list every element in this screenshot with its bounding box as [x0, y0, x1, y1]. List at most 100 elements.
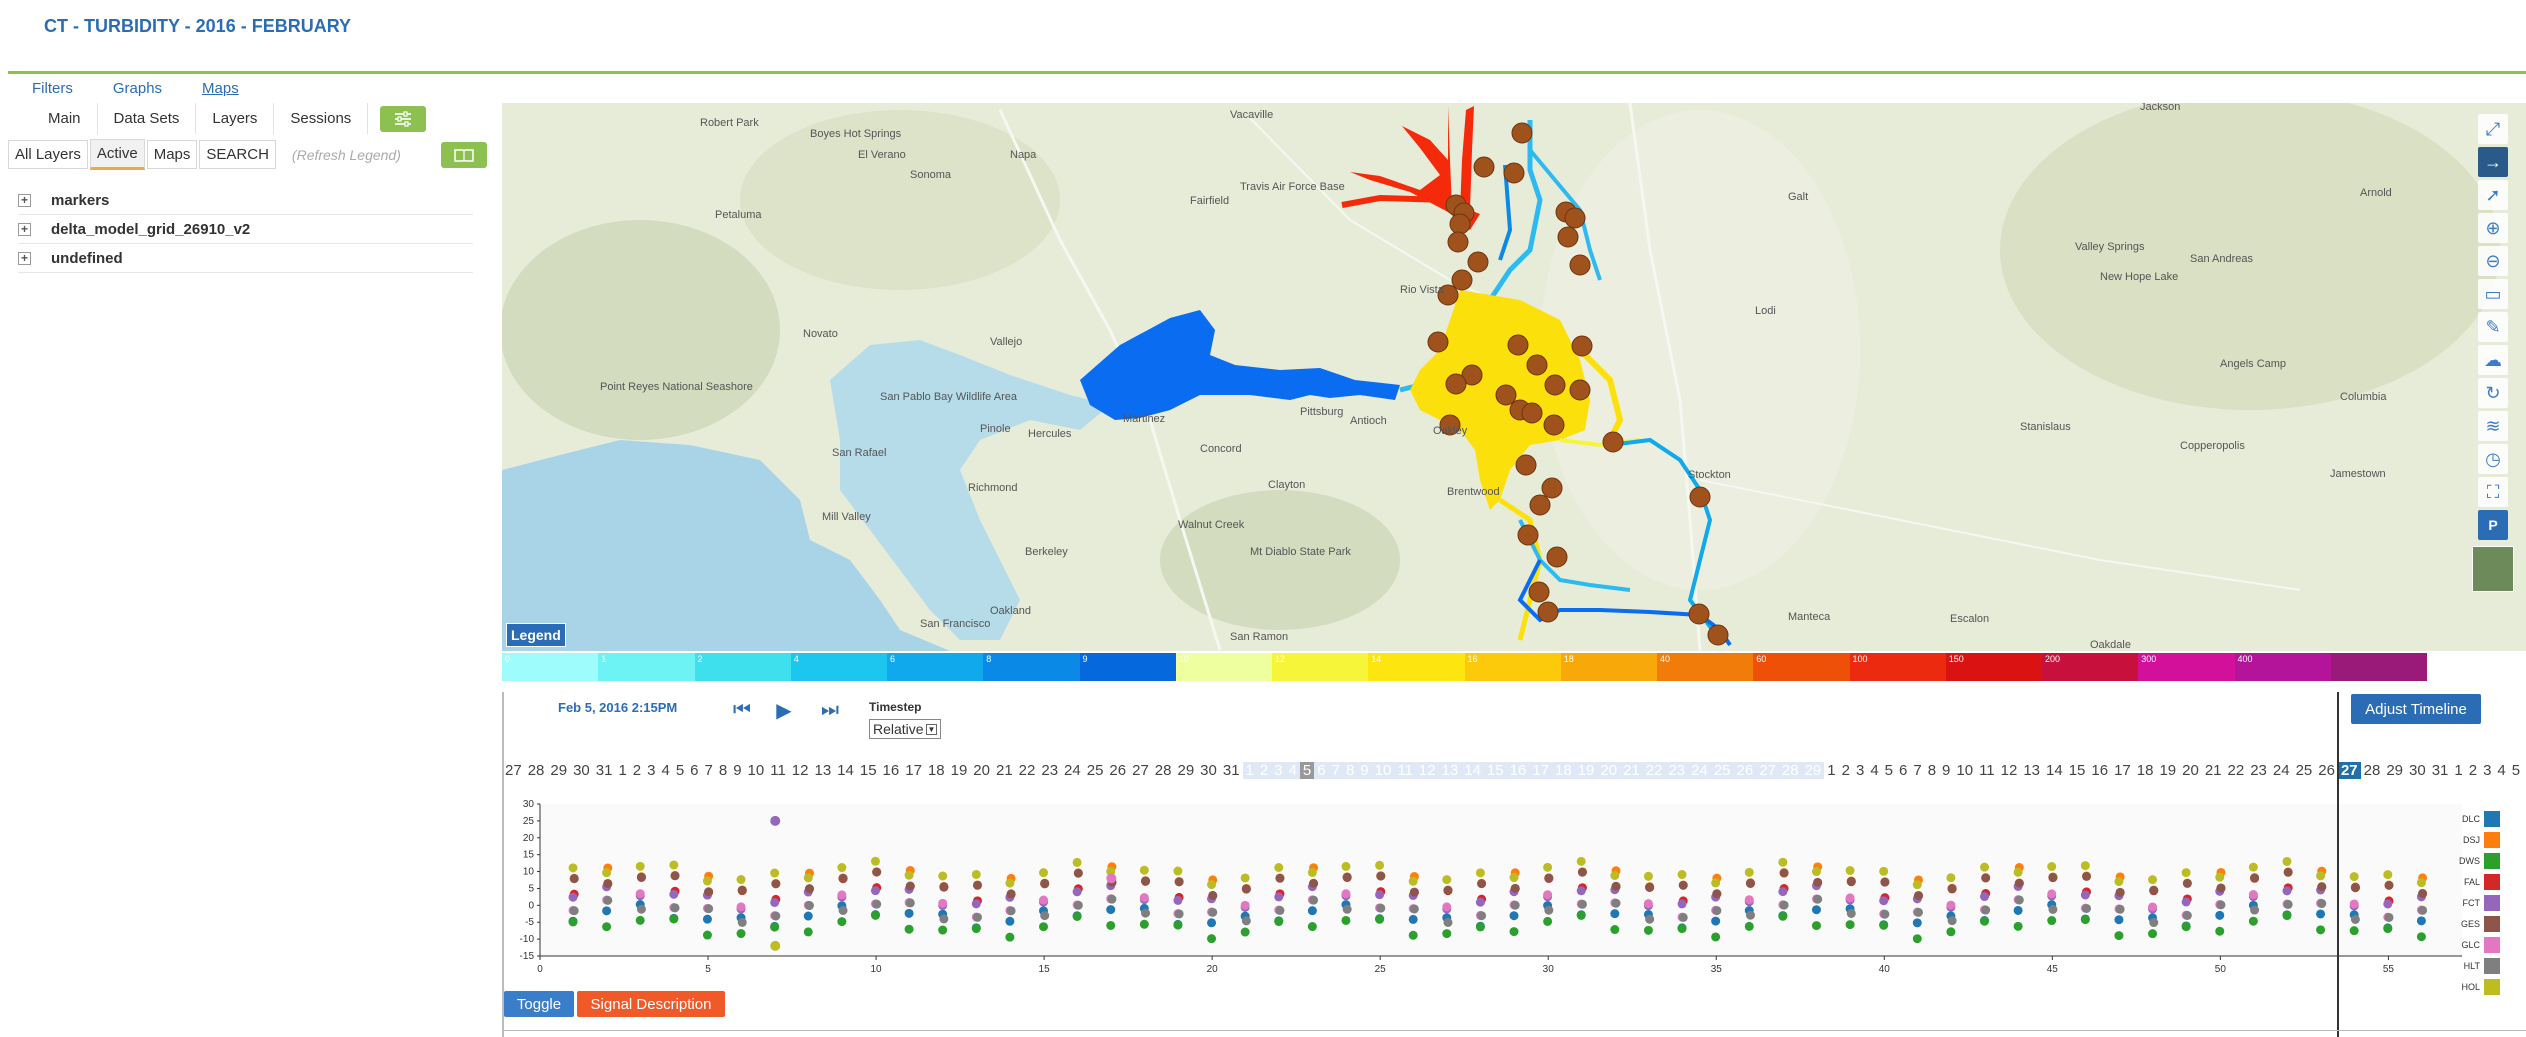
day-cell[interactable]: 29 [2386, 761, 2404, 779]
day-cell[interactable]: 28 [527, 761, 545, 779]
day-cell[interactable]: 21 [2204, 761, 2222, 779]
day-cell[interactable]: 12 [2000, 761, 2018, 779]
station-marker[interactable] [1467, 251, 1489, 273]
day-cell[interactable]: 22 [1642, 761, 1666, 779]
day-cell[interactable]: 19 [1574, 761, 1598, 779]
day-cell[interactable]: 26 [1109, 761, 1127, 779]
day-cell[interactable]: 21 [995, 761, 1013, 779]
day-cell[interactable]: 28 [1154, 761, 1172, 779]
station-marker[interactable] [1543, 414, 1565, 436]
station-marker[interactable] [1437, 284, 1459, 306]
tab-search[interactable]: SEARCH [199, 140, 276, 169]
station-marker[interactable] [1569, 254, 1591, 276]
day-cell[interactable]: 6 [1314, 761, 1329, 779]
day-cell[interactable]: 13 [1438, 761, 1462, 779]
day-cell[interactable]: 24 [1688, 761, 1711, 779]
nav-graphs[interactable]: Graphs [112, 80, 163, 97]
tab-maps[interactable]: Maps [146, 140, 198, 169]
day-cell[interactable]: 28 [2363, 761, 2381, 779]
day-cell[interactable]: 11 [1979, 761, 1995, 779]
day-cell[interactable]: 1 [618, 761, 627, 779]
tab-layers[interactable]: Layers [196, 103, 275, 134]
day-cell[interactable]: 10 [1371, 761, 1395, 779]
legend-item[interactable]: GLC [2440, 934, 2500, 955]
map-canvas[interactable]: Vacaville Robert Park Boyes Hot Springs El … [502, 103, 2526, 651]
day-cell[interactable]: 27 [1132, 761, 1149, 779]
station-marker[interactable] [1537, 601, 1559, 623]
adjust-timeline-button[interactable]: Adjust Timeline [2351, 694, 2481, 724]
basemap-thumbnail[interactable] [2472, 546, 2514, 592]
layers-icon[interactable]: ≋ [2478, 411, 2508, 441]
station-marker[interactable] [1571, 335, 1593, 357]
legend-item[interactable]: HLT [2440, 955, 2500, 976]
day-cell[interactable]: 15 [859, 761, 877, 779]
day-cell[interactable]: 4 [661, 761, 670, 779]
station-marker[interactable] [1569, 379, 1591, 401]
legend-item[interactable]: DWS [2440, 850, 2500, 871]
station-marker[interactable] [1541, 477, 1563, 499]
day-cell[interactable]: 6 [1899, 761, 1908, 779]
day-cell[interactable]: 14 [2046, 761, 2063, 779]
day-cell[interactable]: 7 [704, 761, 713, 779]
day-cell[interactable]: 31 [595, 761, 613, 779]
day-cell[interactable]: 7 [1913, 761, 1922, 779]
station-marker[interactable] [1447, 231, 1469, 253]
station-marker[interactable] [1507, 334, 1529, 356]
day-cell[interactable]: 12 [791, 761, 809, 779]
expand-icon[interactable]: ⤢ [2478, 114, 2508, 144]
day-cell[interactable]: 3 [1271, 761, 1286, 779]
legend-item[interactable]: FCT [2440, 892, 2500, 913]
day-cell[interactable]: 24 [2272, 761, 2290, 779]
day-cell[interactable]: 4 [1870, 761, 1879, 779]
day-cell[interactable]: 23 [2250, 761, 2267, 779]
tab-active[interactable]: Active [89, 139, 145, 170]
station-marker[interactable] [1427, 331, 1449, 353]
day-cell[interactable]: 22 [2227, 761, 2245, 779]
play-icon[interactable]: ▶ [776, 699, 792, 722]
day-cell[interactable]: 19 [2159, 761, 2177, 779]
legend-item[interactable]: GES [2440, 913, 2500, 934]
tab-data-sets[interactable]: Data Sets [97, 103, 197, 134]
day-cell[interactable]: 19 [950, 761, 968, 779]
station-marker[interactable] [1544, 374, 1566, 396]
day-cell[interactable]: 9 [1357, 761, 1372, 779]
day-cell[interactable]: 16 [2091, 761, 2109, 779]
signal-description-button[interactable]: Signal Description [577, 991, 725, 1017]
toggle-button[interactable]: Toggle [504, 991, 574, 1017]
day-cell[interactable]: 3 [1855, 761, 1865, 779]
day-cell[interactable]: 18 [1552, 761, 1575, 779]
station-marker[interactable] [1461, 364, 1483, 386]
station-marker[interactable] [1528, 581, 1550, 603]
station-marker[interactable] [1451, 269, 1473, 291]
day-cell[interactable]: 4 [1285, 761, 1300, 779]
day-cell[interactable]: 17 [905, 761, 922, 779]
day-cell[interactable]: 3 [647, 761, 656, 779]
tab-sessions[interactable]: Sessions [274, 103, 369, 134]
skip-back-icon[interactable]: ⏮ [733, 698, 751, 721]
day-cell[interactable]: 18 [927, 761, 945, 779]
station-marker[interactable] [1495, 384, 1517, 406]
skip-forward-icon[interactable]: ⏭ [821, 698, 839, 721]
day-cell[interactable]: 8 [718, 761, 728, 779]
station-marker[interactable] [1557, 226, 1579, 248]
cloud-icon[interactable]: ☁ [2478, 345, 2508, 375]
day-cell[interactable]: 16 [1506, 761, 1530, 779]
day-cell[interactable]: 10 [1956, 761, 1974, 779]
ruler-icon[interactable]: ▭ [2478, 279, 2508, 309]
day-cell[interactable]: 5 [1299, 761, 1315, 779]
day-cell[interactable]: 27 [505, 761, 522, 779]
nav-maps[interactable]: Maps [202, 80, 239, 97]
day-cell[interactable]: 1 [2454, 761, 2463, 779]
day-cell[interactable]: 25 [1710, 761, 1734, 779]
map-book-button[interactable] [440, 141, 487, 168]
day-cell[interactable]: 27 [2337, 761, 2361, 779]
day-cell[interactable]: 2 [1841, 761, 1850, 779]
day-cell[interactable]: 30 [2409, 761, 2426, 779]
day-cell[interactable]: 16 [882, 761, 900, 779]
station-marker[interactable] [1515, 454, 1537, 476]
day-cell[interactable]: 26 [2318, 761, 2335, 779]
zoom-out-icon[interactable]: ⊖ [2478, 246, 2508, 276]
day-cell[interactable]: 30 [1200, 761, 1217, 779]
station-marker[interactable] [1473, 156, 1495, 178]
day-cell[interactable]: 1 [1242, 761, 1257, 779]
